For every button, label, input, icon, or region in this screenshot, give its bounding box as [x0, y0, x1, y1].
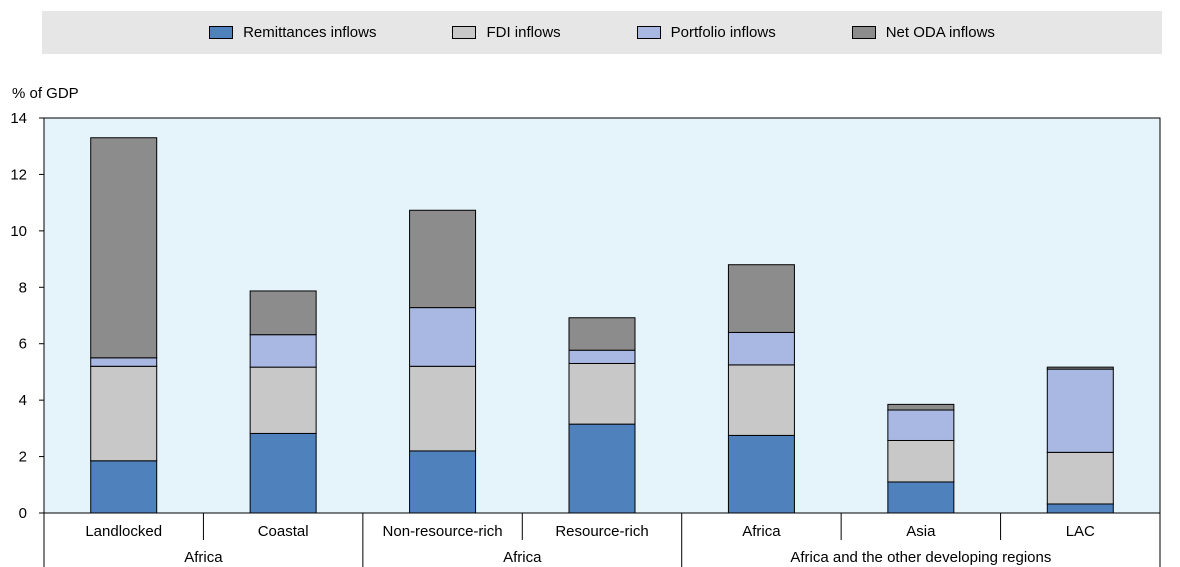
bar-segment-remittances-inflows-0	[90, 460, 158, 514]
legend-label-remittances: Remittances inflows	[243, 24, 377, 41]
y-tick-label: 0	[19, 505, 27, 522]
x-group-label: Africa and the other developing regions	[790, 549, 1051, 566]
chart-legend: Remittances inflows FDI inflows Portfoli…	[42, 11, 1162, 54]
y-tick-label: 14	[10, 110, 27, 127]
bar-segment-remittances-inflows-2	[409, 450, 477, 514]
bar-segment-net-oda-inflows-1	[249, 290, 317, 336]
bar-segment-fdi-inflows-0	[90, 365, 158, 462]
bar-segment-remittances-inflows-4	[727, 434, 795, 514]
legend-label-portfolio: Portfolio inflows	[670, 24, 776, 41]
x-group-label: Africa	[184, 549, 223, 566]
x-category-label: Non-resource-rich	[383, 523, 503, 540]
legend-swatch-portfolio	[636, 26, 661, 39]
bar-segment-portfolio-inflows-2	[409, 307, 477, 367]
bar-segment-fdi-inflows-3	[568, 362, 636, 425]
legend-item-oda: Net ODA inflows	[851, 24, 995, 41]
bar-segment-net-oda-inflows-5	[887, 403, 955, 411]
legend-item-portfolio: Portfolio inflows	[636, 24, 776, 41]
y-tick-label: 10	[10, 223, 27, 240]
x-category-label: Africa	[742, 523, 781, 540]
legend-label-fdi: FDI inflows	[486, 24, 561, 41]
bar-segment-portfolio-inflows-0	[90, 357, 158, 367]
legend-swatch-remittances	[209, 26, 234, 39]
bar-segment-net-oda-inflows-2	[409, 209, 477, 309]
legend-swatch-oda	[851, 26, 876, 39]
x-category-label: LAC	[1066, 523, 1095, 540]
bar-segment-net-oda-inflows-6	[1046, 366, 1114, 370]
bar-segment-portfolio-inflows-3	[568, 349, 636, 364]
y-tick-label: 4	[19, 392, 27, 409]
y-axis-label: % of GDP	[12, 85, 79, 102]
bar-segment-remittances-inflows-6	[1046, 503, 1114, 514]
bar-segment-portfolio-inflows-6	[1046, 368, 1114, 453]
bar-segment-net-oda-inflows-0	[90, 137, 158, 359]
legend-item-remittances: Remittances inflows	[209, 24, 376, 41]
bar-segment-fdi-inflows-4	[727, 364, 795, 436]
bar-segment-fdi-inflows-2	[409, 365, 477, 452]
legend-label-oda: Net ODA inflows	[885, 24, 995, 41]
y-tick-label: 12	[10, 166, 27, 183]
bar-segment-portfolio-inflows-5	[887, 409, 955, 441]
legend-swatch-fdi	[452, 26, 477, 39]
y-tick-label: 8	[19, 279, 27, 296]
bar-segment-portfolio-inflows-4	[727, 331, 795, 366]
bar-segment-net-oda-inflows-4	[727, 264, 795, 333]
x-category-label: Coastal	[258, 523, 309, 540]
bar-segment-fdi-inflows-6	[1046, 451, 1114, 505]
bar-segment-fdi-inflows-1	[249, 366, 317, 434]
x-group-label: Africa	[503, 549, 542, 566]
bar-segment-remittances-inflows-3	[568, 423, 636, 514]
bar-segment-remittances-inflows-1	[249, 432, 317, 514]
y-tick-label: 2	[19, 449, 27, 466]
bar-segment-remittances-inflows-5	[887, 481, 955, 514]
x-category-label: Resource-rich	[555, 523, 648, 540]
bar-segment-portfolio-inflows-1	[249, 334, 317, 368]
x-category-label: Landlocked	[85, 523, 162, 540]
y-tick-label: 6	[19, 336, 27, 353]
bar-segment-fdi-inflows-5	[887, 439, 955, 483]
legend-item-fdi: FDI inflows	[452, 24, 561, 41]
bar-segment-net-oda-inflows-3	[568, 317, 636, 351]
x-category-label: Asia	[906, 523, 936, 540]
